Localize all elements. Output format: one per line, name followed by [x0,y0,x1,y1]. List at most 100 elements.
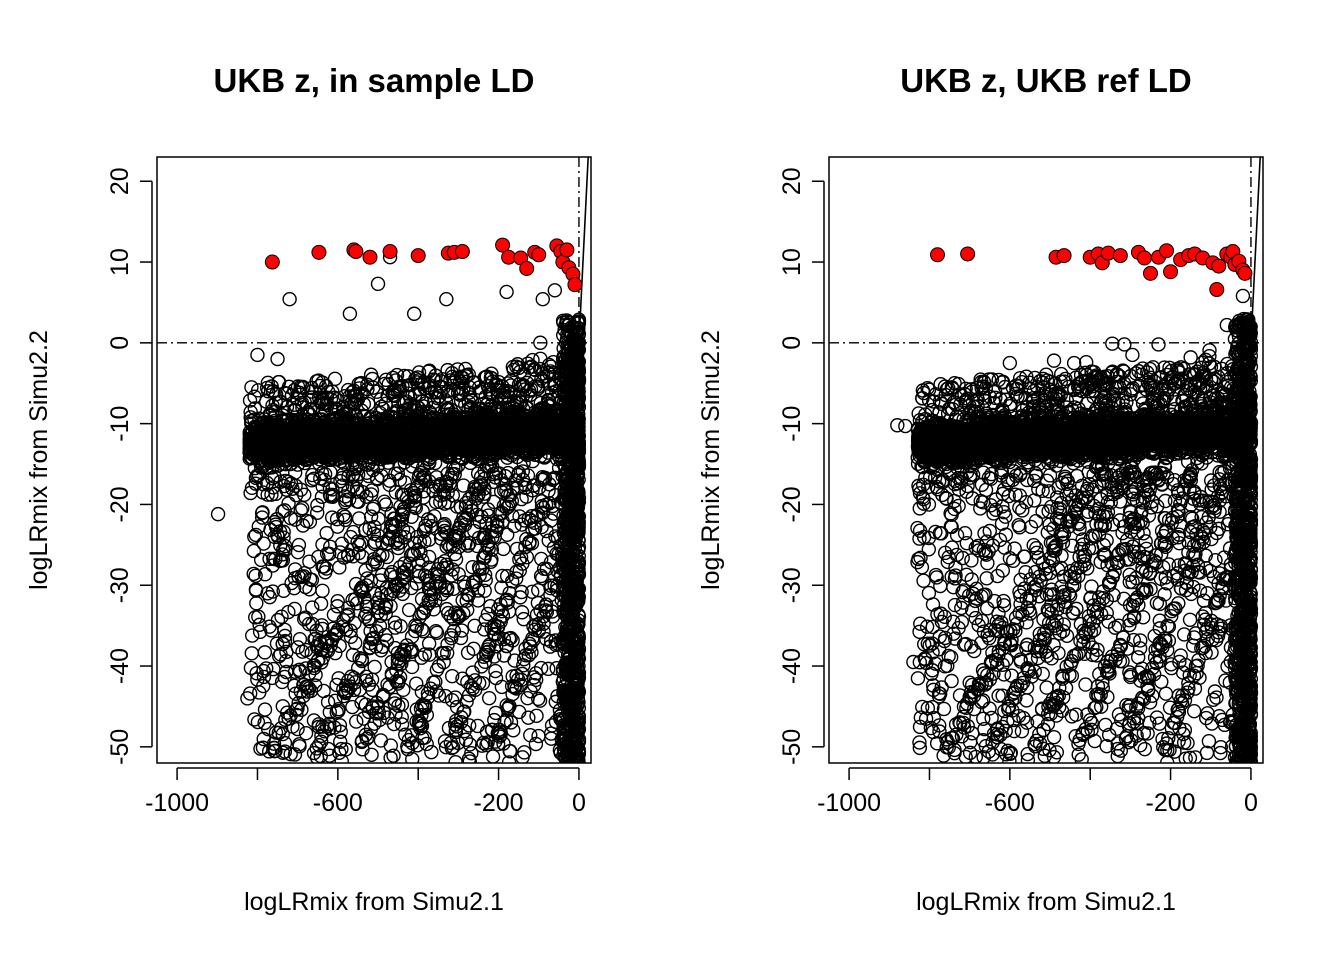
data-point [516,455,531,471]
data-point [404,659,420,675]
data-point [259,475,275,491]
data-point [494,580,509,595]
data-point [432,576,447,591]
data-point [386,716,402,732]
data-point [314,489,330,505]
data-point [391,443,407,458]
data-point [247,401,263,416]
data-point [279,653,294,669]
data-point [456,606,471,621]
data-point [452,530,467,546]
data-point [341,492,357,507]
data-point [242,686,258,701]
y-axis-label: logLRmix from Simu2.2 [25,330,53,590]
data-point [449,719,465,734]
data-point [351,432,367,448]
data-point [244,646,259,661]
data-point [413,545,428,561]
data-point [492,729,507,744]
data-point [463,390,478,405]
data-point [448,754,463,763]
data-point [496,498,512,514]
data-point [518,446,534,461]
data-point [500,595,515,610]
data-point [248,422,264,437]
data-point [409,619,425,634]
data-point [524,584,540,600]
data-point [296,380,311,395]
data-point [341,484,356,499]
data-point [317,635,332,651]
data-point [394,512,410,527]
data-point [460,645,476,660]
data-point [502,698,517,714]
data-point [497,715,512,730]
data-point [490,736,506,752]
data-point [408,425,423,441]
data-point [371,511,386,526]
data-point [461,442,476,458]
data-point [348,675,363,690]
data-point [432,579,447,594]
data-point [325,487,341,503]
data-point [304,380,320,396]
data-point [382,477,397,493]
data-point [408,371,423,386]
data-point [326,607,342,622]
data-point [388,620,403,635]
data-point [322,716,337,732]
data-point [428,623,444,639]
data-point [424,744,439,760]
data-point [457,704,472,719]
data-point [479,369,494,384]
data-point [414,650,429,665]
data-point [373,392,388,407]
data-point [404,728,419,743]
data-point [527,436,542,451]
data-point [386,387,401,403]
data-point [250,714,266,730]
data-point [404,509,419,524]
data-point [462,737,478,752]
data-point [451,539,467,555]
data-point [497,419,513,434]
data-point [477,550,492,565]
data-point [469,451,484,466]
data-point [343,629,359,644]
data-point [289,429,305,444]
data-point [449,370,464,386]
data-point [471,675,487,691]
data-point [319,546,335,561]
data-point [324,510,340,525]
data-point [475,561,490,576]
data-point [292,631,308,647]
data-point [418,395,434,411]
data-point [498,593,514,608]
data-point [496,648,512,663]
data-point [243,404,258,420]
data-point [515,556,530,571]
data-point [290,640,306,655]
data-point [479,647,494,663]
data-point [418,518,433,533]
data-point [246,566,261,582]
data-point [500,376,516,391]
data-point [274,426,290,442]
data-point [335,450,351,465]
data-point [288,402,303,418]
data-point [384,409,399,424]
data-point [256,536,271,551]
data-point [423,513,438,529]
data-point [467,682,483,698]
data-point [512,552,527,567]
data-point [290,391,305,407]
data-point [492,612,507,628]
data-point [382,473,397,488]
data-point [355,386,370,401]
data-point [288,702,304,717]
data-point [499,638,515,654]
data-point [522,536,537,551]
data-point [248,583,264,598]
data-point [395,579,410,594]
data-point [444,631,459,646]
